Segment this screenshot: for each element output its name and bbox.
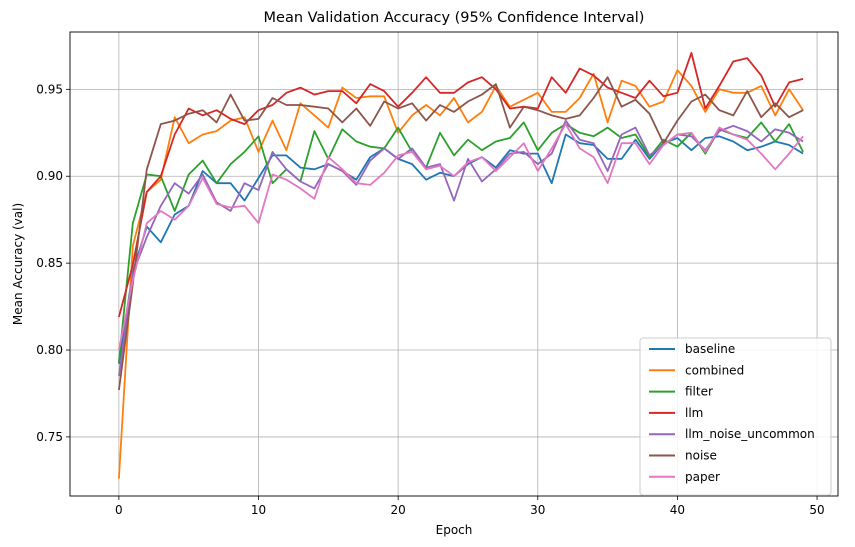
x-tick-label: 50 — [809, 503, 824, 517]
x-tick-label: 40 — [670, 503, 685, 517]
legend-label: combined — [685, 363, 744, 377]
plot-frame — [69, 31, 839, 497]
y-tick-label: 0.75 — [36, 430, 63, 444]
y-tick-label: 0.80 — [36, 343, 63, 357]
legend-label: baseline — [685, 342, 735, 356]
legend-label: llm — [685, 406, 703, 420]
y-tick-label: 0.95 — [36, 82, 63, 96]
legend-label: filter — [685, 385, 713, 399]
legend: baseline combined filter llm llm_noise_uncom… — [639, 337, 832, 496]
y-tick-label: 0.85 — [36, 256, 63, 270]
chart-title: Mean Validation Accuracy (95% Confidence… — [264, 10, 645, 26]
x-tick-label: 30 — [530, 503, 545, 517]
x-axis-label: Epoch — [436, 523, 473, 537]
legend-label: paper — [685, 470, 720, 484]
y-axis-ticks: 0.75 0.80 0.85 0.90 0.95 — [36, 82, 70, 444]
series-line-noise — [118, 76, 804, 391]
x-tick-label: 10 — [251, 503, 266, 517]
series-line-paper — [118, 123, 804, 351]
x-tick-label: 20 — [391, 503, 406, 517]
x-tick-label: 0 — [115, 503, 123, 517]
y-tick-label: 0.90 — [36, 169, 63, 183]
x-axis-ticks: 0 10 20 30 40 50 — [115, 496, 825, 517]
legend-label: llm_noise_uncommon — [685, 427, 815, 441]
series-lines — [118, 52, 804, 479]
legend-label: noise — [685, 449, 717, 463]
legend-box — [639, 337, 832, 496]
y-axis-label: Mean Accuracy (val) — [11, 203, 25, 325]
series-line-llm — [118, 52, 804, 318]
